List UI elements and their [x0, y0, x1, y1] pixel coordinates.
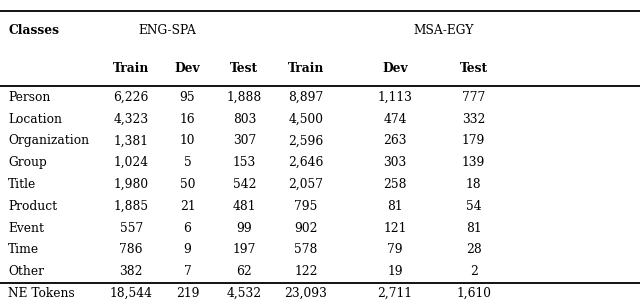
Text: Test: Test — [230, 62, 259, 75]
Text: Train: Train — [113, 62, 149, 75]
Text: 18,544: 18,544 — [109, 287, 153, 300]
Text: 10: 10 — [180, 135, 195, 147]
Text: 81: 81 — [387, 200, 403, 213]
Text: 795: 795 — [294, 200, 317, 213]
Text: 9: 9 — [184, 244, 191, 256]
Text: 1,980: 1,980 — [114, 178, 148, 191]
Text: Event: Event — [8, 222, 44, 235]
Text: 307: 307 — [233, 135, 256, 147]
Text: 62: 62 — [237, 265, 252, 278]
Text: 153: 153 — [233, 156, 256, 169]
Text: 1,610: 1,610 — [456, 287, 491, 300]
Text: 474: 474 — [383, 113, 406, 125]
Text: Train: Train — [288, 62, 324, 75]
Text: 18: 18 — [466, 178, 481, 191]
Text: 557: 557 — [120, 222, 143, 235]
Text: NE Tokens: NE Tokens — [8, 287, 75, 300]
Text: Person: Person — [8, 91, 51, 104]
Text: 578: 578 — [294, 244, 317, 256]
Text: 54: 54 — [466, 200, 481, 213]
Text: Group: Group — [8, 156, 47, 169]
Text: 19: 19 — [387, 265, 403, 278]
Text: 122: 122 — [294, 265, 317, 278]
Text: 95: 95 — [180, 91, 195, 104]
Text: 50: 50 — [180, 178, 195, 191]
Text: MSA-EGY: MSA-EGY — [414, 24, 474, 37]
Text: 1,113: 1,113 — [378, 91, 412, 104]
Text: 2: 2 — [470, 265, 477, 278]
Text: 902: 902 — [294, 222, 317, 235]
Text: ENG-SPA: ENG-SPA — [139, 24, 196, 37]
Text: Location: Location — [8, 113, 62, 125]
Text: Dev: Dev — [175, 62, 200, 75]
Text: 21: 21 — [180, 200, 195, 213]
Text: Time: Time — [8, 244, 40, 256]
Text: 2,596: 2,596 — [288, 135, 324, 147]
Text: Test: Test — [460, 62, 488, 75]
Text: Other: Other — [8, 265, 44, 278]
Text: 4,500: 4,500 — [289, 113, 323, 125]
Text: 4,532: 4,532 — [227, 287, 262, 300]
Text: 139: 139 — [462, 156, 485, 169]
Text: Product: Product — [8, 200, 58, 213]
Text: 16: 16 — [180, 113, 195, 125]
Text: 179: 179 — [462, 135, 485, 147]
Text: 803: 803 — [233, 113, 256, 125]
Text: Classes: Classes — [8, 24, 60, 37]
Text: 6: 6 — [184, 222, 191, 235]
Text: 81: 81 — [466, 222, 481, 235]
Text: 219: 219 — [176, 287, 199, 300]
Text: 4,323: 4,323 — [114, 113, 148, 125]
Text: 8,897: 8,897 — [288, 91, 324, 104]
Text: 79: 79 — [387, 244, 403, 256]
Text: 382: 382 — [120, 265, 143, 278]
Text: 2,057: 2,057 — [289, 178, 323, 191]
Text: 258: 258 — [383, 178, 406, 191]
Text: 332: 332 — [462, 113, 485, 125]
Text: 777: 777 — [462, 91, 485, 104]
Text: 121: 121 — [383, 222, 406, 235]
Text: 1,888: 1,888 — [227, 91, 262, 104]
Text: 1,381: 1,381 — [114, 135, 148, 147]
Text: 481: 481 — [233, 200, 256, 213]
Text: 28: 28 — [466, 244, 481, 256]
Text: 263: 263 — [383, 135, 406, 147]
Text: 5: 5 — [184, 156, 191, 169]
Text: Dev: Dev — [382, 62, 408, 75]
Text: 1,024: 1,024 — [114, 156, 148, 169]
Text: Organization: Organization — [8, 135, 90, 147]
Text: 542: 542 — [233, 178, 256, 191]
Text: 6,226: 6,226 — [113, 91, 149, 104]
Text: 197: 197 — [233, 244, 256, 256]
Text: Title: Title — [8, 178, 36, 191]
Text: 99: 99 — [237, 222, 252, 235]
Text: 23,093: 23,093 — [285, 287, 327, 300]
Text: 2,646: 2,646 — [288, 156, 324, 169]
Text: 1,885: 1,885 — [114, 200, 148, 213]
Text: 786: 786 — [120, 244, 143, 256]
Text: 2,711: 2,711 — [378, 287, 412, 300]
Text: 303: 303 — [383, 156, 406, 169]
Text: 7: 7 — [184, 265, 191, 278]
